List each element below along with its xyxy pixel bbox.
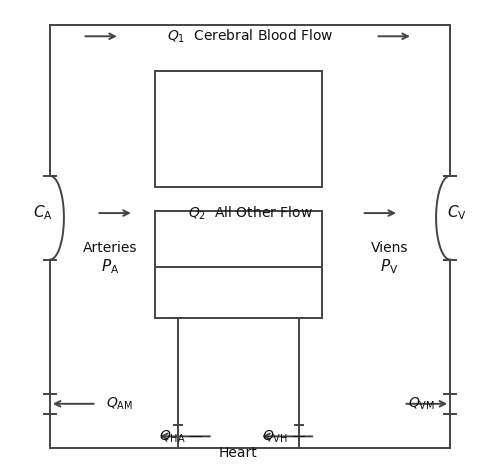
Text: $C_{\rm V}$: $C_{\rm V}$	[447, 204, 467, 222]
Text: Heart: Heart	[219, 446, 258, 460]
Text: $Q_{\rm VM}$: $Q_{\rm VM}$	[408, 395, 435, 412]
Text: $Q_{\rm AM}$: $Q_{\rm AM}$	[106, 395, 133, 412]
Bar	[154, 211, 322, 318]
Bar	[154, 71, 322, 188]
Text: $P_{\rm V}$: $P_{\rm V}$	[380, 257, 399, 276]
Text: Viens: Viens	[371, 241, 408, 255]
Text: $P_{\rm A}$: $P_{\rm A}$	[101, 257, 119, 276]
Text: $Q_2$  All Other Flow: $Q_2$ All Other Flow	[188, 205, 312, 222]
Text: $C_{\rm A}$: $C_{\rm A}$	[33, 204, 53, 222]
Text: Arteries: Arteries	[83, 241, 138, 255]
Text: $Q_{\rm VH}$ —: $Q_{\rm VH}$ —	[262, 428, 306, 445]
Text: $Q_{\rm HA}$ —: $Q_{\rm HA}$ —	[160, 428, 204, 445]
Text: $Q_1$  Cerebral Blood Flow: $Q_1$ Cerebral Blood Flow	[166, 28, 334, 45]
